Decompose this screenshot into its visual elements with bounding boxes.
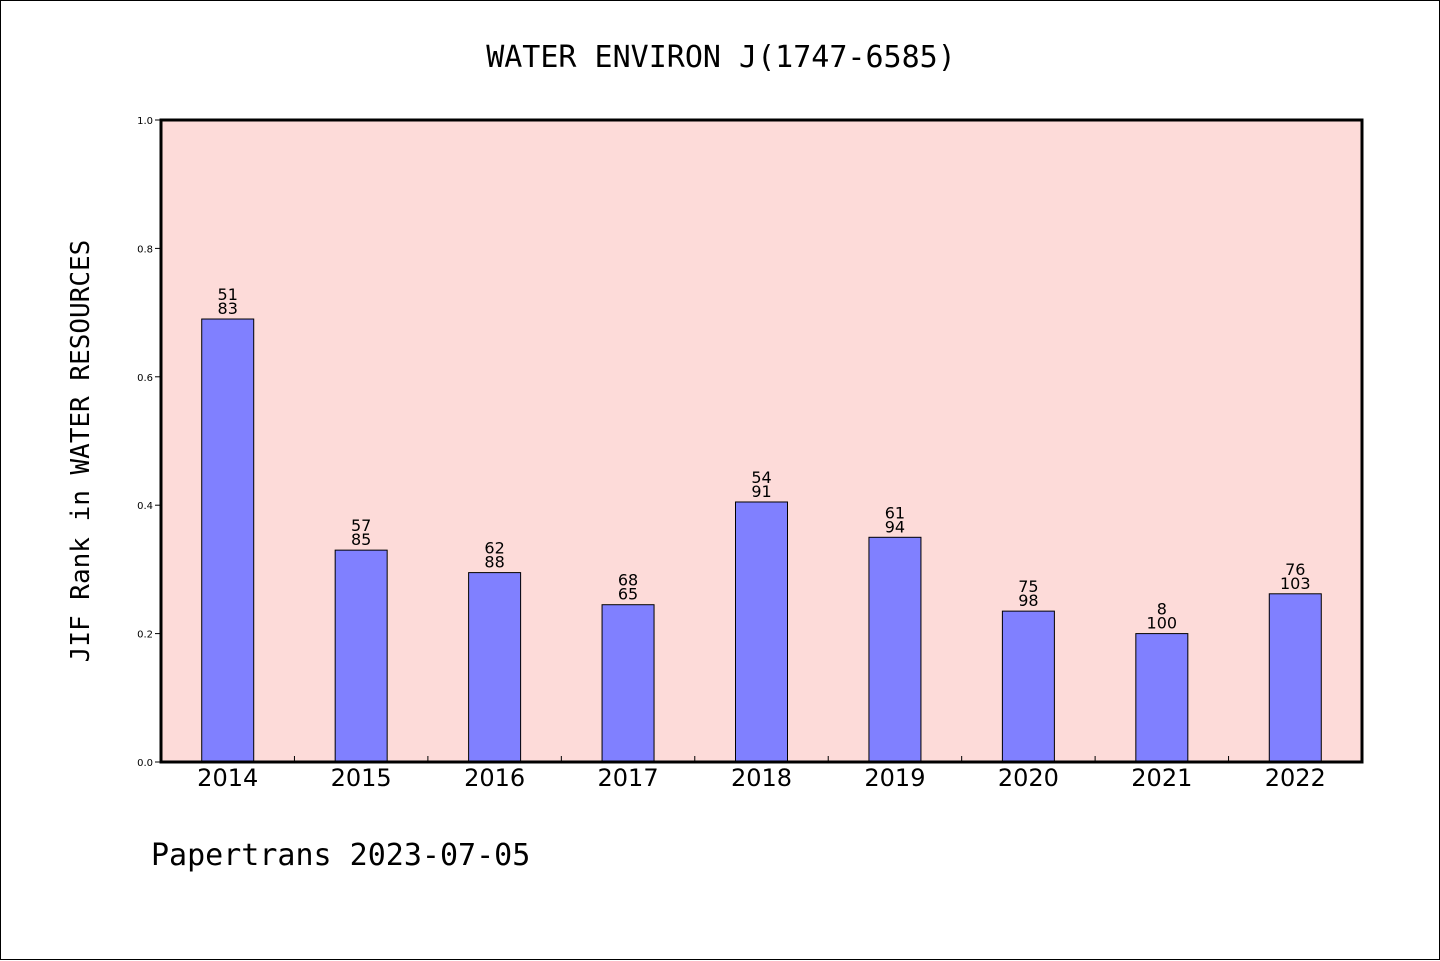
bar-2020 xyxy=(1001,610,1055,763)
bar-2022 xyxy=(1268,593,1322,763)
bar-rank-label: 8 xyxy=(1157,600,1167,619)
plot-border xyxy=(159,118,1364,764)
bar-total-label: 88 xyxy=(484,553,504,572)
y-tick-label: 0.0 xyxy=(137,758,153,769)
bar-rank-label: 57 xyxy=(351,516,371,535)
bar-rank-label: 61 xyxy=(885,503,905,522)
x-tick-label: 2022 xyxy=(1265,764,1326,792)
bar-2016 xyxy=(468,572,522,763)
x-tick-label: 2016 xyxy=(464,764,525,792)
y-tick-label: 0.4 xyxy=(137,501,153,512)
bar-total-label: 65 xyxy=(618,585,638,604)
x-tick-label: 2017 xyxy=(598,764,659,792)
bar-2014 xyxy=(201,318,255,763)
x-tick-label: 2018 xyxy=(731,764,792,792)
x-tick-label: 2020 xyxy=(998,764,1059,792)
bar-rank-label: 68 xyxy=(618,571,638,590)
chart-title: WATER ENVIRON J(1747-6585) xyxy=(486,40,956,75)
bar-2021 xyxy=(1135,633,1189,763)
x-tick-label: 2014 xyxy=(197,764,258,792)
bar-rank-label: 51 xyxy=(218,285,238,304)
y-tick-label: 0.8 xyxy=(137,244,153,255)
bar-2019 xyxy=(868,536,922,763)
bar-total-label: 91 xyxy=(751,482,771,501)
bar-total-label: 94 xyxy=(885,517,905,536)
bar-2015 xyxy=(334,549,388,763)
bar-total-label: 98 xyxy=(1018,591,1038,610)
y-tick-label: 1.0 xyxy=(137,116,153,127)
bar-rank-label: 54 xyxy=(751,468,771,487)
y-tick-label: 0.2 xyxy=(137,630,153,641)
bar-2018 xyxy=(735,501,788,763)
bar-rank-label: 76 xyxy=(1285,560,1305,579)
footer-text: Papertrans 2023-07-05 xyxy=(151,838,530,873)
bar-total-label: 103 xyxy=(1280,574,1311,593)
bar-rank-label: 62 xyxy=(484,539,504,558)
bar-total-label: 100 xyxy=(1147,614,1178,633)
x-axis-ticks: 2014 2015 2016 2017 2018 2019 2020 2021 2022 xyxy=(197,756,1326,792)
bar-2017 xyxy=(601,604,655,763)
y-axis-label: JIF Rank in WATER RESOURCES xyxy=(66,240,96,663)
y-tick-label: 0.6 xyxy=(137,373,153,384)
x-tick-label: 2019 xyxy=(864,764,925,792)
x-tick-label: 2021 xyxy=(1131,764,1192,792)
x-tick-label: 2015 xyxy=(331,764,392,792)
y-axis-ticks: 0.0 0.2 0.4 0.6 0.8 1.0 xyxy=(137,116,161,769)
bar-total-label: 85 xyxy=(351,530,371,549)
bar-rank-label: 75 xyxy=(1018,577,1038,596)
bar-total-label: 83 xyxy=(218,299,238,318)
